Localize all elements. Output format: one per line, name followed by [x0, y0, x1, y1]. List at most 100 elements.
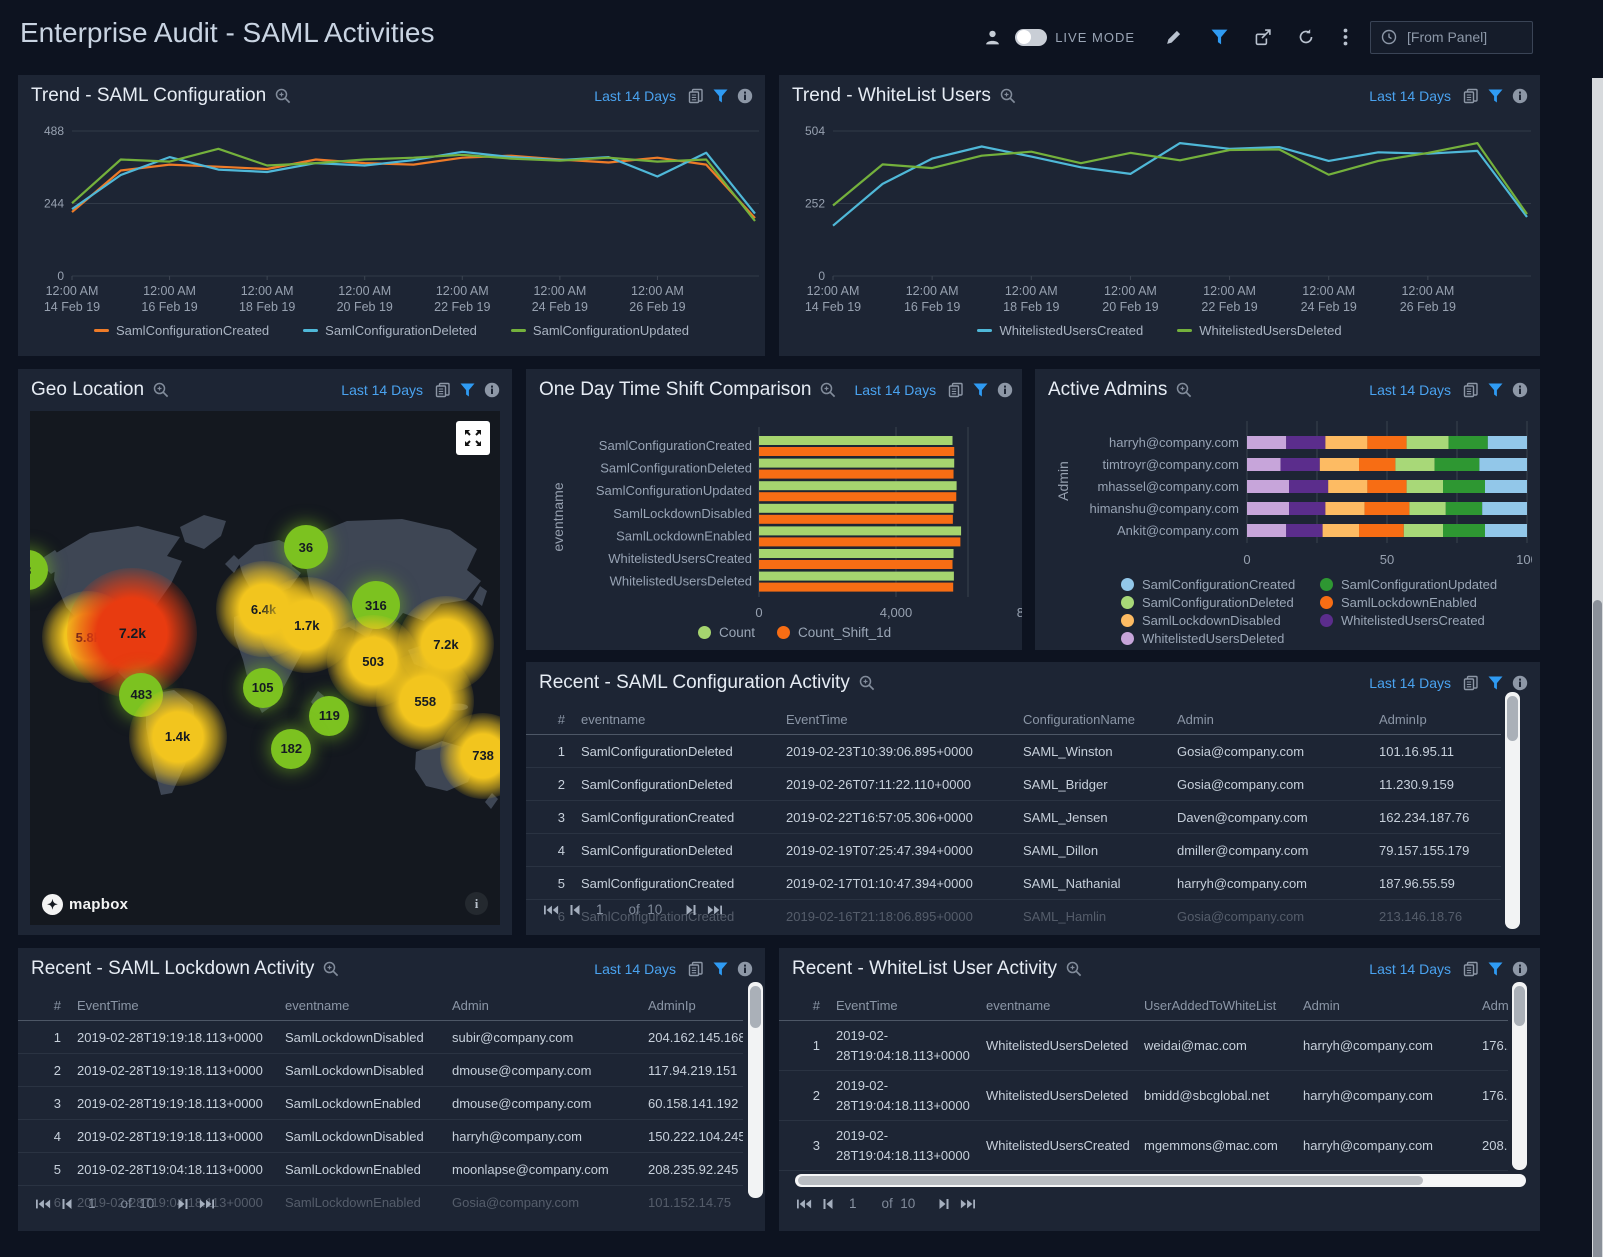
zoom-in-icon[interactable]	[275, 88, 291, 104]
copy-icon[interactable]	[435, 382, 451, 398]
legend-item[interactable]: SamlConfigurationUpdated	[510, 323, 689, 338]
legend-item[interactable]: SamlConfigurationCreated	[93, 323, 269, 338]
map-bubble[interactable]: 8	[30, 550, 48, 591]
time-range-link[interactable]: Last 14 Days	[1369, 88, 1451, 104]
page-number[interactable]: 1	[849, 1196, 857, 1211]
edit-pencil-icon[interactable]	[1165, 29, 1182, 46]
table-row[interactable]: 4 2019-02-28T19:19:18.113+0000 SamlLockdow…	[18, 1120, 743, 1153]
legend-item[interactable]: WhitelistedUsersCreated	[1320, 611, 1519, 629]
column-header[interactable]: ConfigurationName	[1023, 711, 1136, 727]
first-page-button[interactable]	[797, 1198, 812, 1210]
zoom-in-icon[interactable]	[1066, 961, 1082, 977]
legend-item[interactable]: SamlConfigurationDeleted	[303, 323, 477, 338]
zoom-in-icon[interactable]	[153, 382, 169, 398]
info-icon[interactable]	[1512, 675, 1528, 691]
table-row[interactable]: 3 2019-02-​28T19:04:18.113+0000 Whiteliste…	[779, 1121, 1508, 1171]
page-scrollbar-thumb[interactable]	[1593, 600, 1602, 1257]
time-range-link[interactable]: Last 14 Days	[594, 961, 676, 977]
info-icon[interactable]	[1512, 961, 1528, 977]
table-row[interactable]: 4 SamlConfigurationDeleted 2019-02-19T07:2…	[526, 834, 1501, 867]
map-attribution-info-button[interactable]: i	[465, 892, 488, 915]
legend-item[interactable]: SamlConfigurationUpdated	[1320, 575, 1519, 593]
scrollbar-thumb[interactable]	[1507, 696, 1518, 741]
copy-icon[interactable]	[1463, 382, 1479, 398]
panel-filter-icon[interactable]	[1488, 383, 1503, 397]
zoom-in-icon[interactable]	[820, 382, 836, 398]
copy-icon[interactable]	[688, 961, 704, 977]
last-page-button[interactable]	[707, 904, 723, 916]
legend-item[interactable]: WhitelistedUsersDeleted	[1177, 323, 1342, 338]
column-header[interactable]: Admin	[1177, 711, 1214, 727]
info-icon[interactable]	[997, 382, 1013, 398]
column-header[interactable]: AdminIp	[648, 997, 696, 1013]
column-header[interactable]: eventname	[581, 711, 646, 727]
table-row[interactable]: 2 SamlConfigurationDeleted 2019-02-26T07:1…	[526, 768, 1501, 801]
panel-filter-icon[interactable]	[1488, 676, 1503, 690]
previous-page-button[interactable]	[60, 1198, 75, 1210]
info-icon[interactable]	[737, 961, 753, 977]
mapbox-logo[interactable]: ✦ mapbox	[42, 894, 128, 915]
table-vertical-scrollbar[interactable]	[748, 982, 763, 1198]
refresh-icon[interactable]	[1297, 28, 1315, 46]
kebab-menu-icon[interactable]	[1343, 28, 1348, 46]
column-header[interactable]: eventname	[986, 997, 1051, 1013]
time-range-link[interactable]: Last 14 Days	[1369, 382, 1451, 398]
column-header[interactable]: AdminIp	[1482, 997, 1508, 1013]
map-bubble[interactable]: 105	[242, 667, 283, 708]
world-map[interactable]: 8366.4k1.7k3165.8k7.2k5037.2k48310511955…	[30, 411, 500, 925]
last-page-button[interactable]	[960, 1198, 976, 1210]
info-icon[interactable]	[737, 88, 753, 104]
column-header[interactable]: UserAddedToWhiteList	[1144, 997, 1277, 1013]
time-range-link[interactable]: Last 14 Days	[1369, 675, 1451, 691]
info-icon[interactable]	[1512, 88, 1528, 104]
column-header[interactable]: eventname	[285, 997, 350, 1013]
table-row[interactable]: 1 2019-02-​28T19:04:18.113+0000 Whiteliste…	[779, 1021, 1508, 1071]
table-vertical-scrollbar[interactable]	[1505, 692, 1520, 929]
map-bubble[interactable]: 558	[376, 652, 475, 751]
info-icon[interactable]	[1512, 382, 1528, 398]
column-header[interactable]: AdminIp	[1379, 711, 1427, 727]
legend-item[interactable]: SamlConfigurationDeleted	[1121, 593, 1320, 611]
next-page-button[interactable]	[936, 1198, 951, 1210]
table-row[interactable]: 6 2019-02-28T19:04:18.113+0000 SamlLockdow…	[18, 1186, 743, 1219]
previous-page-button[interactable]	[821, 1198, 836, 1210]
zoom-in-icon[interactable]	[323, 961, 339, 977]
copy-icon[interactable]	[1463, 961, 1479, 977]
table-horizontal-scrollbar[interactable]	[795, 1174, 1526, 1187]
info-icon[interactable]	[484, 382, 500, 398]
map-bubble[interactable]: 36	[283, 525, 328, 570]
copy-icon[interactable]	[1463, 88, 1479, 104]
page-number[interactable]: 1	[88, 1196, 96, 1211]
table-row[interactable]: 5 SamlConfigurationCreated 2019-02-17T01:1…	[526, 867, 1501, 900]
panel-filter-icon[interactable]	[1488, 89, 1503, 103]
copy-icon[interactable]	[948, 382, 964, 398]
panel-filter-icon[interactable]	[713, 89, 728, 103]
panel-filter-icon[interactable]	[1488, 962, 1503, 976]
table-row[interactable]: 1 2019-02-28T19:19:18.113+0000 SamlLockdow…	[18, 1021, 743, 1054]
legend-item[interactable]: SamlLockdownDisabled	[1121, 611, 1320, 629]
scrollbar-thumb[interactable]	[750, 986, 761, 1028]
legend-item[interactable]: Count_Shift_1d	[777, 625, 891, 640]
column-header[interactable]: #	[53, 997, 61, 1013]
column-header[interactable]: Admin	[452, 997, 489, 1013]
time-range-link[interactable]: Last 14 Days	[854, 382, 937, 398]
map-bubble[interactable]: 1.4k	[128, 687, 227, 786]
scrollbar-thumb[interactable]	[1514, 986, 1525, 1026]
next-page-button[interactable]	[175, 1198, 190, 1210]
first-page-button[interactable]	[36, 1198, 51, 1210]
column-header[interactable]: #	[812, 997, 820, 1013]
page-scrollbar[interactable]	[1592, 78, 1603, 1257]
table-row[interactable]: 5 2019-02-28T19:04:18.113+0000 SamlLockdow…	[18, 1153, 743, 1186]
map-bubble[interactable]: 738	[440, 712, 500, 799]
copy-icon[interactable]	[1463, 675, 1479, 691]
table-row[interactable]: 3 2019-02-28T19:19:18.113+0000 SamlLockdow…	[18, 1087, 743, 1120]
column-header[interactable]: EventTime	[836, 997, 898, 1013]
table-row[interactable]: 1 SamlConfigurationDeleted 2019-02-23T10:3…	[526, 735, 1501, 768]
next-page-button[interactable]	[683, 904, 698, 916]
map-bubble[interactable]: 182	[271, 728, 312, 769]
legend-item[interactable]: WhitelistedUsersDeleted	[1121, 629, 1320, 647]
panel-filter-icon[interactable]	[713, 962, 728, 976]
legend-item[interactable]: WhitelistedUsersCreated	[977, 323, 1143, 338]
panel-filter-icon[interactable]	[460, 383, 475, 397]
column-header[interactable]: #	[557, 711, 565, 727]
